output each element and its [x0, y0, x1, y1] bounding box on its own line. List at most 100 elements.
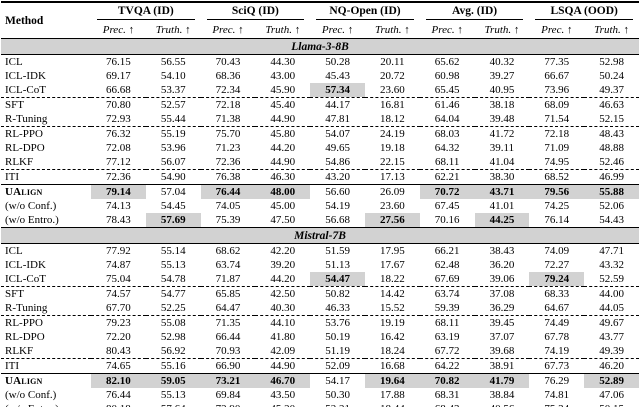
value-cell: 75.39 — [215, 214, 241, 226]
value-cell: 47.06 — [599, 389, 624, 401]
column-group-label: NQ-Open (ID) — [316, 5, 414, 20]
value-cell: 80.18 — [91, 402, 146, 407]
value-cell: 59.05 — [145, 373, 201, 388]
model-section-row: Mistral-7B — [1, 227, 639, 244]
value-cell: 66.21 — [434, 245, 460, 257]
value-cell: 46.33 — [310, 301, 365, 316]
column-group-header-1: TVQA (ID) — [91, 2, 201, 22]
method-cell: R-Tuning — [1, 301, 91, 316]
value-cell: 52.89 — [584, 373, 639, 388]
value-cell: 64.22 — [419, 358, 475, 374]
value-cell: 51.19 — [310, 344, 365, 359]
value-cell: 42.09 — [255, 344, 311, 359]
value-cell: 74.87 — [106, 259, 131, 271]
column-group-header-3: NQ-Open (ID) — [310, 2, 420, 22]
value-cell: 54.47 — [310, 272, 365, 287]
value-cell: 74.57 — [106, 288, 131, 300]
column-group-label: SciQ (ID) — [206, 5, 305, 20]
value-cell: 46.30 — [255, 169, 311, 185]
value-cell: 74.09 — [544, 245, 570, 257]
value-cell: 52.46 — [584, 155, 639, 170]
value-cell: 71.38 — [200, 112, 256, 127]
value-cell: 45.90 — [255, 83, 311, 98]
value-cell: 17.67 — [380, 259, 405, 271]
value-cell: 71.23 — [215, 142, 241, 154]
value-cell: 72.93 — [91, 112, 146, 127]
table-row: SFT 70.80 52.57 72.18 45.40 44.17 16.81 61.46 38… — [1, 98, 639, 113]
method-cell: R-Tuning — [1, 112, 91, 127]
value-cell: 69.17 — [106, 70, 131, 82]
table-row: (w/o Conf.) 74.13 54.45 74.05 45.00 54.19 23.6… — [1, 199, 639, 213]
value-cell: 72.34 — [200, 83, 256, 98]
value-cell: 43.20 — [310, 169, 365, 185]
value-cell: 48.43 — [599, 128, 624, 140]
value-cell: 19.64 — [364, 373, 420, 388]
value-cell: 77.12 — [91, 155, 146, 170]
method-cell: RLKF — [1, 155, 91, 170]
value-cell: 52.98 — [160, 331, 186, 343]
table-row: ICL-IDK 74.87 55.13 63.74 39.20 51.13 17.67 62.… — [1, 258, 639, 272]
value-cell: 65.85 — [215, 288, 241, 300]
value-cell: 67.69 — [419, 272, 475, 287]
value-cell: 50.19 — [325, 331, 350, 343]
value-cell: 71.87 — [200, 272, 256, 287]
value-cell: 40.56 — [475, 402, 530, 407]
table-row: UAlign 82.10 59.05 73.21 46.70 54.17 19.64 70.8… — [1, 373, 639, 388]
value-cell: 72.36 — [91, 169, 146, 185]
value-cell: 44.05 — [584, 301, 639, 316]
value-cell: 76.44 — [106, 389, 131, 401]
method-cell: ITI — [1, 169, 91, 185]
value-cell: 76.14 — [544, 214, 570, 226]
value-cell: 76.44 — [200, 184, 256, 199]
value-cell: 41.04 — [474, 155, 530, 170]
table-row: RL-PPO 76.32 55.19 75.70 45.80 54.07 24.19 68.0… — [1, 127, 639, 142]
value-cell: 76.15 — [106, 56, 131, 68]
value-cell: 50.30 — [325, 389, 350, 401]
value-cell: 72.36 — [200, 155, 256, 170]
value-cell: 79.24 — [529, 272, 585, 287]
value-cell: 68.43 — [420, 402, 475, 407]
value-cell: 65.45 — [419, 83, 475, 98]
value-cell: 68.03 — [434, 128, 460, 140]
value-cell: 66.90 — [200, 358, 256, 374]
value-cell: 23.60 — [364, 83, 420, 98]
value-cell: 39.11 — [489, 142, 515, 154]
value-cell: 39.06 — [474, 272, 530, 287]
value-cell: 67.72 — [419, 344, 475, 359]
value-cell: 19.18 — [380, 142, 405, 154]
table-row: SFT 74.57 54.77 65.85 42.50 50.82 14.42 63.74 37… — [1, 287, 639, 302]
table-row: RL-DPO 72.20 52.98 66.44 41.80 50.19 16.42 63.1… — [1, 330, 639, 344]
value-cell: 55.08 — [160, 317, 186, 329]
table-row: R-Tuning 67.70 52.25 64.47 40.30 46.33 15.52 59… — [1, 301, 639, 316]
value-cell: 46.99 — [584, 169, 639, 185]
method-cell: UAlign — [5, 375, 43, 387]
value-cell: 43.32 — [599, 259, 624, 271]
value-cell: 68.33 — [544, 288, 570, 300]
value-cell: 61.46 — [434, 99, 460, 111]
header-metric-row: Prec. ↑ Truth. ↑ Prec. ↑ Truth. ↑ Prec. ↑ Tru… — [1, 22, 639, 39]
metric-header: Truth. ↑ — [255, 22, 311, 39]
value-cell: 62.48 — [434, 259, 460, 271]
value-cell: 54.45 — [160, 200, 186, 212]
value-cell: 50.24 — [599, 70, 624, 82]
value-cell: 78.43 — [106, 214, 131, 226]
value-cell: 44.90 — [255, 358, 311, 374]
value-cell: 44.20 — [255, 272, 311, 287]
value-cell: 59.39 — [419, 301, 475, 316]
value-cell: 67.70 — [91, 301, 146, 316]
value-cell: 14.42 — [380, 288, 405, 300]
value-cell: 54.17 — [325, 375, 350, 387]
model-section-row: Llama-3-8B — [1, 38, 639, 55]
value-cell: 49.65 — [325, 142, 350, 154]
column-group-label: Avg. (ID) — [425, 5, 524, 20]
value-cell: 46.63 — [599, 99, 624, 111]
value-cell: 80.43 — [91, 344, 146, 359]
value-cell: 50.28 — [325, 56, 350, 68]
value-cell: 52.25 — [145, 301, 201, 316]
table-row: UAlign 79.14 57.04 76.44 48.00 56.60 26.09 70.7… — [1, 184, 639, 199]
metric-header: Prec. ↑ — [529, 22, 585, 39]
value-cell: 54.77 — [160, 288, 186, 300]
value-cell: 52.15 — [584, 112, 639, 127]
value-cell: 18.12 — [364, 112, 420, 127]
